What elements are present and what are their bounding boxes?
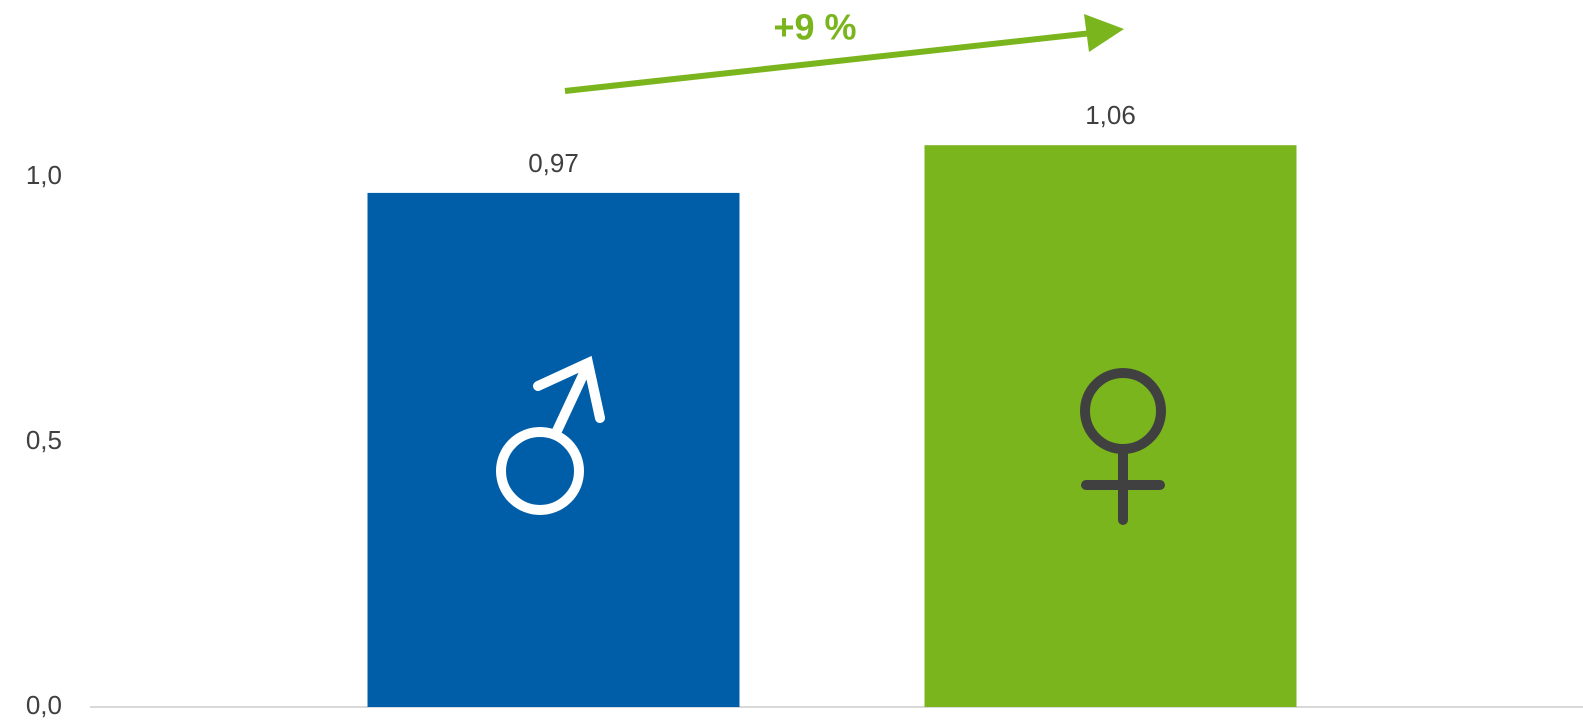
plot: 0,0 0,5 1,0 0,97 1,06 [26, 100, 1297, 720]
y-tick-label: 0,0 [26, 690, 62, 720]
value-label: 1,06 [1085, 100, 1136, 130]
female-symbol [1080, 368, 1166, 525]
trend-arrow [564, 30, 1093, 94]
arrow-head [1084, 14, 1124, 52]
y-tick-label: 0,5 [26, 425, 62, 455]
y-tick-label: 1,0 [26, 160, 62, 190]
annotation: +9 % [773, 7, 856, 48]
bar [367, 192, 740, 707]
male-symbol [496, 355, 605, 515]
value-label: 0,97 [528, 148, 579, 178]
bar [924, 145, 1297, 707]
